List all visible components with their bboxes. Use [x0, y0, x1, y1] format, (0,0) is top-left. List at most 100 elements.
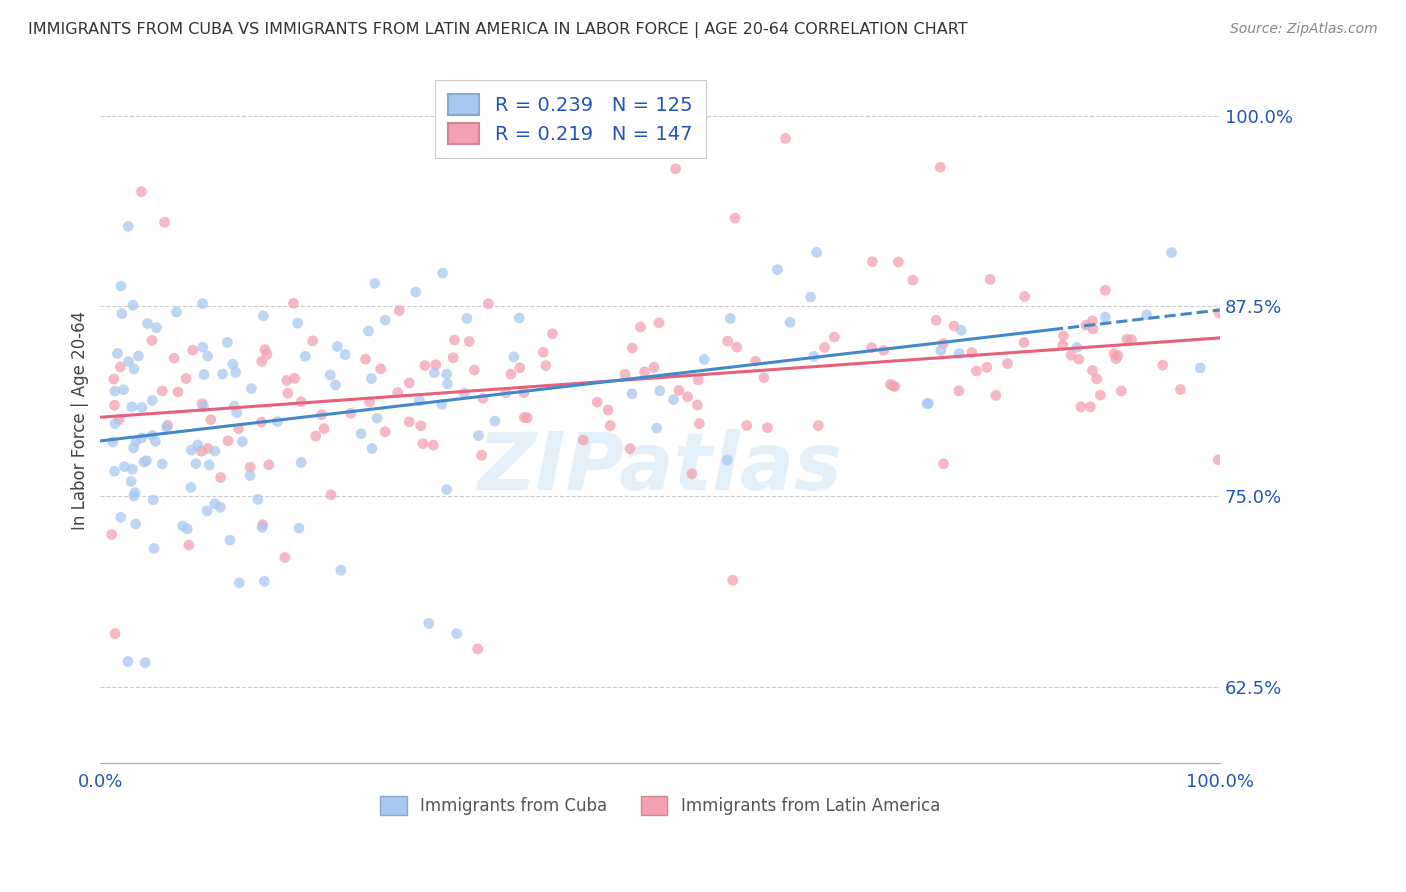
- Point: [883, 379, 905, 393]
- Point: [101, 435, 124, 450]
- Point: [350, 426, 373, 441]
- Point: [766, 262, 789, 277]
- Point: [456, 311, 478, 326]
- Point: [806, 245, 828, 260]
- Point: [366, 411, 388, 425]
- Point: [305, 429, 328, 443]
- Point: [1066, 340, 1088, 354]
- Point: [441, 351, 464, 365]
- Point: [645, 421, 668, 435]
- Point: [430, 397, 453, 411]
- Point: [174, 371, 197, 385]
- Point: [1094, 283, 1116, 297]
- Point: [756, 420, 779, 434]
- Point: [108, 412, 131, 426]
- Point: [253, 574, 276, 589]
- Point: [1080, 400, 1102, 414]
- Point: [209, 470, 232, 484]
- Point: [211, 367, 233, 381]
- Point: [643, 360, 665, 375]
- Point: [598, 403, 620, 417]
- Point: [250, 415, 273, 429]
- Point: [204, 497, 226, 511]
- Point: [1090, 388, 1112, 402]
- Point: [224, 399, 246, 413]
- Text: ZIPatlas: ZIPatlas: [478, 429, 842, 508]
- Point: [197, 442, 219, 456]
- Point: [191, 340, 214, 354]
- Point: [1107, 349, 1129, 363]
- Point: [721, 574, 744, 588]
- Point: [744, 354, 766, 368]
- Point: [231, 434, 253, 449]
- Point: [471, 391, 494, 405]
- Point: [966, 364, 988, 378]
- Point: [277, 386, 299, 401]
- Point: [997, 357, 1019, 371]
- Point: [917, 396, 939, 410]
- Point: [200, 412, 222, 426]
- Point: [425, 358, 447, 372]
- Point: [121, 400, 143, 414]
- Point: [131, 185, 153, 199]
- Point: [477, 296, 499, 310]
- Point: [398, 415, 420, 429]
- Point: [901, 273, 924, 287]
- Point: [807, 418, 830, 433]
- Point: [467, 428, 489, 442]
- Point: [388, 303, 411, 318]
- Point: [1121, 333, 1143, 347]
- Point: [359, 395, 381, 409]
- Point: [239, 468, 262, 483]
- Point: [266, 415, 288, 429]
- Point: [252, 517, 274, 532]
- Point: [882, 379, 904, 393]
- Point: [1014, 289, 1036, 303]
- Point: [141, 393, 163, 408]
- Point: [513, 410, 536, 425]
- Point: [1060, 348, 1083, 362]
- Point: [432, 266, 454, 280]
- Point: [408, 393, 430, 408]
- Point: [572, 433, 595, 447]
- Point: [131, 431, 153, 445]
- Point: [1094, 310, 1116, 325]
- Point: [725, 340, 748, 354]
- Point: [413, 359, 436, 373]
- Point: [932, 336, 955, 351]
- Point: [150, 457, 173, 471]
- Point: [127, 349, 149, 363]
- Point: [122, 441, 145, 455]
- Point: [398, 376, 420, 390]
- Point: [117, 219, 139, 234]
- Point: [1081, 363, 1104, 377]
- Point: [311, 408, 333, 422]
- Point: [717, 334, 740, 348]
- Point: [1135, 308, 1157, 322]
- Point: [204, 444, 226, 458]
- Point: [1152, 358, 1174, 372]
- Point: [360, 372, 382, 386]
- Text: Source: ZipAtlas.com: Source: ZipAtlas.com: [1230, 22, 1378, 37]
- Point: [122, 298, 145, 312]
- Point: [167, 384, 190, 399]
- Point: [156, 420, 179, 434]
- Point: [180, 442, 202, 457]
- Point: [294, 350, 316, 364]
- Point: [495, 385, 517, 400]
- Point: [979, 272, 1001, 286]
- Point: [209, 500, 232, 515]
- Point: [458, 334, 481, 349]
- Point: [467, 641, 489, 656]
- Point: [103, 464, 125, 478]
- Point: [688, 373, 710, 387]
- Point: [484, 414, 506, 428]
- Point: [436, 376, 458, 391]
- Y-axis label: In Labor Force | Age 20-64: In Labor Force | Age 20-64: [72, 310, 89, 530]
- Point: [191, 296, 214, 310]
- Point: [228, 422, 250, 436]
- Point: [1052, 338, 1074, 352]
- Point: [1208, 306, 1230, 320]
- Point: [290, 394, 312, 409]
- Point: [409, 418, 432, 433]
